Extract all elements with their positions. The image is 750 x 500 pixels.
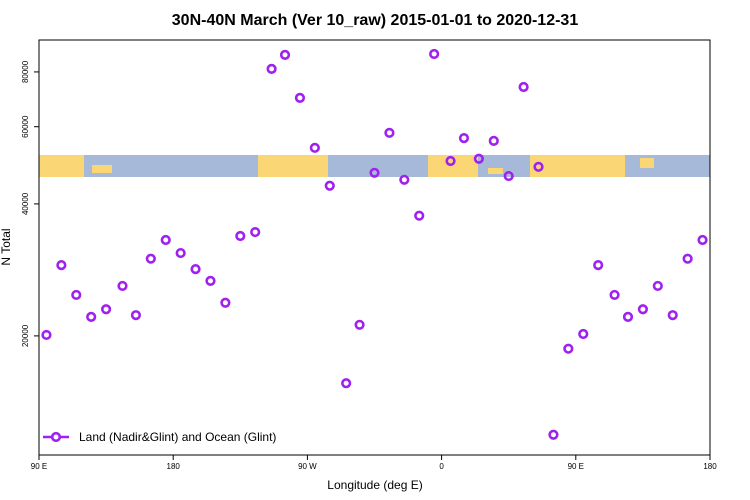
point <box>399 174 410 185</box>
point <box>71 289 82 301</box>
plot-frame <box>38 39 711 456</box>
x-tick-label: 90 E <box>31 462 47 471</box>
point <box>458 133 470 144</box>
x-tick-label: 180 <box>703 462 717 471</box>
point <box>160 234 171 246</box>
point <box>667 310 678 321</box>
x-tick-label: 90 E <box>568 462 584 471</box>
point <box>369 167 380 178</box>
point <box>384 127 395 138</box>
y-axis-label: N Total <box>0 228 13 265</box>
point <box>130 310 142 321</box>
y-tick-label: 40000 <box>21 192 30 215</box>
point <box>294 92 306 103</box>
point <box>697 234 708 246</box>
point <box>56 260 67 271</box>
y-tick-label: 20000 <box>21 324 30 347</box>
point <box>250 226 261 238</box>
x-tick-label: 0 <box>439 462 444 471</box>
point <box>518 81 529 93</box>
point <box>445 155 456 167</box>
point <box>488 135 499 146</box>
point <box>309 142 320 153</box>
y-tick-label: 60000 <box>21 115 30 138</box>
point <box>414 210 425 221</box>
point <box>279 49 291 60</box>
y-tick-label: 80000 <box>21 60 30 83</box>
map-strip <box>39 155 710 177</box>
x-tick-label: 90 W <box>298 462 317 471</box>
point <box>593 260 604 271</box>
point <box>41 329 52 341</box>
x-tick-label: 180 <box>167 462 181 471</box>
point <box>341 378 352 389</box>
point <box>578 328 589 340</box>
chart-title: 30N-40N March (Ver 10_raw) 2015-01-01 to… <box>172 12 579 29</box>
point <box>175 247 186 259</box>
point <box>609 289 620 301</box>
point <box>100 304 112 315</box>
point <box>235 230 246 242</box>
point <box>145 253 156 264</box>
point <box>266 63 277 74</box>
point <box>354 319 365 330</box>
legend-marker <box>50 431 62 443</box>
point <box>503 170 514 182</box>
point <box>563 343 574 354</box>
point <box>682 253 693 264</box>
point <box>429 48 440 60</box>
point <box>324 180 335 191</box>
point <box>533 161 544 172</box>
point <box>220 297 231 308</box>
legend-label: Land (Nadir&Glint) and Ocean (Glint) <box>79 430 276 444</box>
point <box>86 311 97 322</box>
point <box>190 264 201 275</box>
point <box>205 275 216 286</box>
point <box>117 280 128 292</box>
point <box>473 153 484 164</box>
point <box>548 429 559 440</box>
point <box>637 304 649 315</box>
x-axis-label: Longitude (deg E) <box>327 478 422 492</box>
point <box>622 311 634 322</box>
point <box>652 280 663 292</box>
